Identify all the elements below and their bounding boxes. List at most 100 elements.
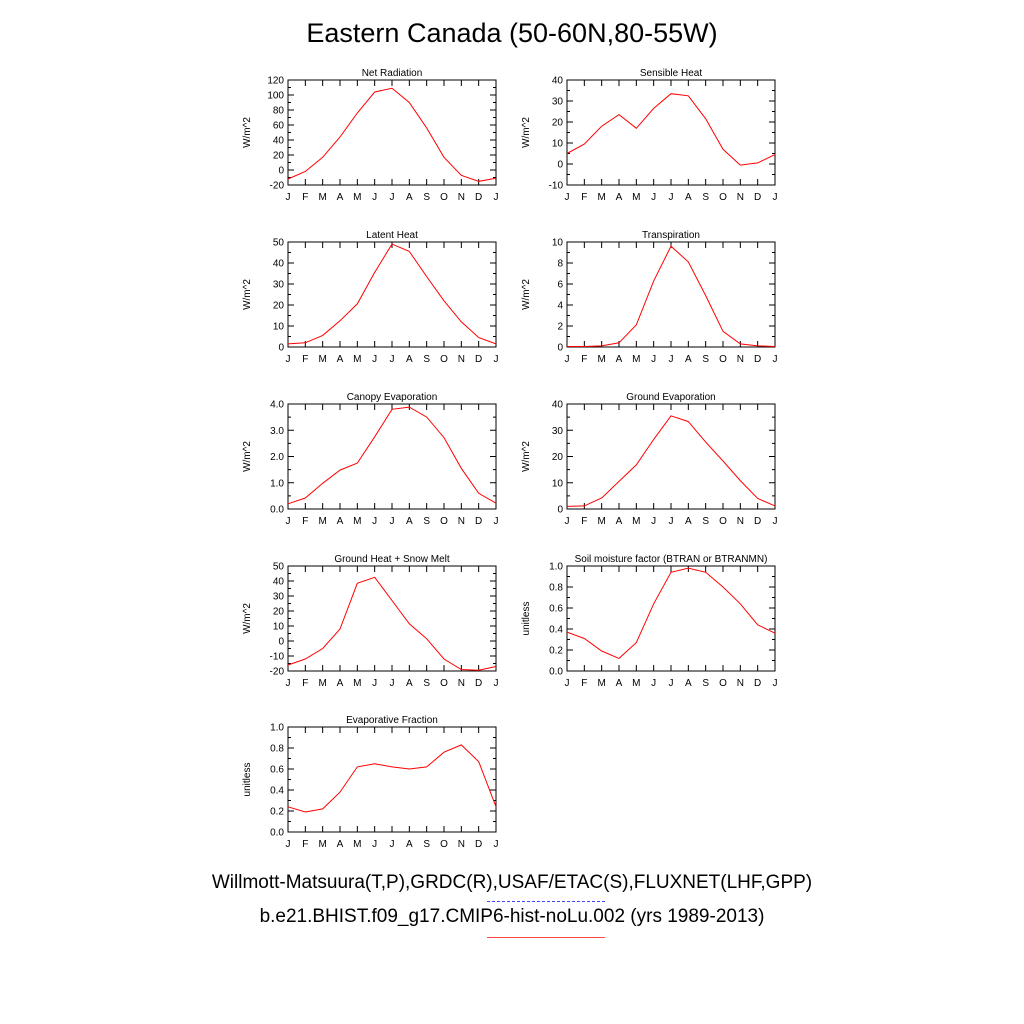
x-tick-label: J — [494, 678, 499, 689]
y-tick-label: 10 — [552, 478, 564, 489]
y-axis-label: W/m^2 — [242, 279, 253, 310]
x-tick-label: F — [302, 516, 308, 527]
x-tick-label: M — [632, 354, 640, 365]
y-tick-label: 0.4 — [270, 786, 284, 797]
x-tick-label: F — [302, 678, 308, 689]
x-tick-label: M — [318, 678, 326, 689]
y-tick-label: -20 — [270, 667, 285, 678]
y-tick-label: 8 — [557, 259, 563, 270]
y-tick-label: 40 — [273, 259, 285, 270]
x-tick-label: D — [475, 354, 482, 365]
x-tick-label: O — [440, 678, 448, 689]
y-tick-label: 0 — [278, 166, 284, 177]
x-tick-label: S — [702, 354, 709, 365]
x-tick-label: N — [737, 678, 744, 689]
x-tick-label: J — [565, 516, 570, 527]
x-tick-label: A — [337, 192, 344, 203]
x-tick-label: N — [458, 678, 465, 689]
x-tick-label: J — [372, 678, 377, 689]
legend-model-swatch — [487, 937, 605, 938]
y-tick-label: 0 — [557, 505, 563, 516]
x-tick-label: J — [494, 516, 499, 527]
y-tick-label: 0.8 — [270, 744, 284, 755]
x-tick-label: J — [390, 516, 395, 527]
y-axis-label: unitless — [521, 602, 532, 636]
x-tick-label: J — [773, 354, 778, 365]
x-tick-label: F — [302, 192, 308, 203]
y-tick-label: 50 — [273, 238, 285, 249]
y-tick-label: 20 — [552, 118, 564, 129]
y-tick-label: 0.4 — [549, 625, 563, 636]
x-tick-label: A — [616, 354, 623, 365]
series-line-model — [567, 245, 776, 347]
series-line-model — [566, 567, 776, 659]
y-tick-label: 4.0 — [270, 400, 284, 411]
plot-frame — [287, 241, 497, 348]
x-tick-label: F — [302, 354, 308, 365]
y-tick-label: 2 — [557, 322, 563, 333]
y-tick-label: 40 — [273, 577, 285, 588]
x-tick-label: J — [494, 192, 499, 203]
x-tick-label: D — [475, 192, 482, 203]
y-tick-label: 50 — [273, 562, 285, 573]
x-tick-label: J — [669, 516, 674, 527]
x-tick-label: D — [754, 516, 761, 527]
x-tick-label: F — [581, 354, 587, 365]
x-tick-label: M — [632, 516, 640, 527]
x-tick-label: F — [581, 678, 587, 689]
y-tick-label: 0.2 — [270, 807, 284, 818]
y-tick-label: 40 — [552, 76, 564, 87]
x-tick-label: S — [423, 678, 430, 689]
x-tick-label: M — [318, 354, 326, 365]
x-tick-label: J — [286, 678, 291, 689]
x-tick-label: A — [685, 354, 692, 365]
x-tick-label: A — [685, 516, 692, 527]
x-tick-label: M — [318, 192, 326, 203]
x-tick-label: M — [353, 192, 361, 203]
y-axis-label: W/m^2 — [521, 279, 532, 310]
y-axis-label: W/m^2 — [242, 441, 253, 472]
y-tick-label: 0.0 — [270, 505, 284, 516]
panel-title: Ground Heat + Snow Melt — [334, 554, 450, 565]
x-tick-label: J — [773, 192, 778, 203]
x-tick-label: A — [406, 678, 413, 689]
x-tick-label: D — [754, 354, 761, 365]
y-tick-label: 0.6 — [270, 765, 284, 776]
y-tick-label: 0 — [278, 343, 284, 354]
x-tick-label: J — [372, 839, 377, 850]
y-tick-label: 0.0 — [270, 828, 284, 839]
x-tick-label: M — [353, 678, 361, 689]
x-tick-label: D — [475, 678, 482, 689]
x-tick-label: M — [597, 678, 605, 689]
series-line-model — [566, 415, 776, 507]
series-line-model — [287, 87, 497, 182]
x-tick-label: D — [475, 839, 482, 850]
x-tick-label: J — [390, 678, 395, 689]
legend-model-label: b.e21.BHIST.f09_g17.CMIP6-hist-noLu.002 … — [259, 906, 765, 927]
x-tick-label: J — [651, 516, 656, 527]
panel-title: Ground Evaporation — [626, 392, 716, 403]
y-tick-label: 0.0 — [549, 667, 563, 678]
x-tick-label: D — [475, 516, 482, 527]
y-tick-label: 0 — [557, 160, 563, 171]
x-tick-label: J — [390, 839, 395, 850]
x-tick-label: J — [372, 192, 377, 203]
x-tick-label: O — [440, 192, 448, 203]
series-line-model — [287, 406, 497, 505]
x-tick-label: F — [581, 192, 587, 203]
x-tick-label: S — [702, 678, 709, 689]
x-tick-label: J — [651, 192, 656, 203]
x-tick-label: N — [458, 516, 465, 527]
y-tick-label: 20 — [273, 151, 285, 162]
y-tick-label: -20 — [270, 181, 285, 192]
y-tick-label: 30 — [552, 97, 564, 108]
x-tick-label: J — [651, 354, 656, 365]
x-tick-label: J — [669, 192, 674, 203]
panel-title: Transpiration — [642, 230, 700, 241]
panel-title: Soil moisture factor (BTRAN or BTRANMN) — [575, 554, 768, 565]
y-tick-label: -10 — [270, 652, 285, 663]
